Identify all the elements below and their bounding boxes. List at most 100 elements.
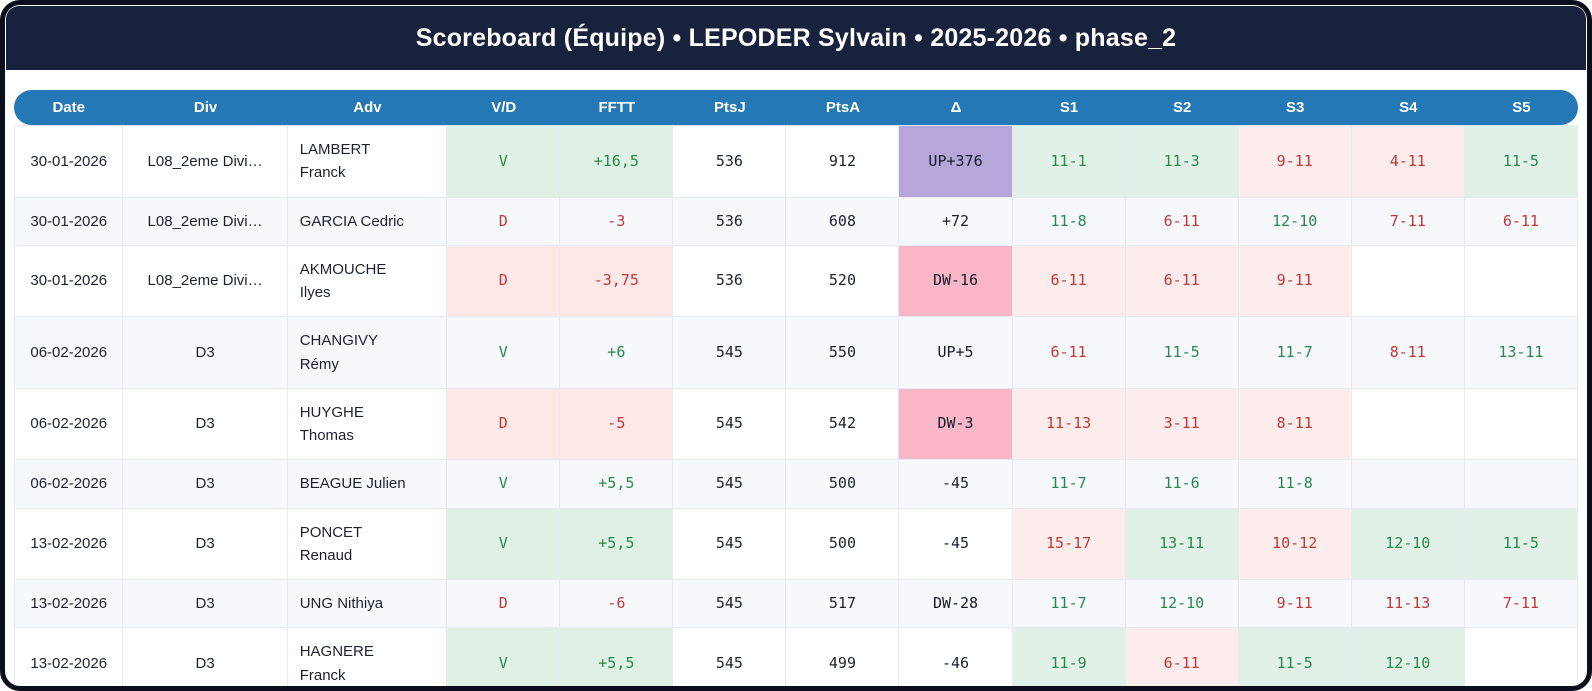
set-score-cell: 13-11 xyxy=(1125,508,1239,580)
fftt-points-cell: -3,75 xyxy=(560,245,674,318)
fftt-points-cell: +5,5 xyxy=(560,628,674,686)
set-score-cell xyxy=(1351,388,1465,461)
set-score-cell: 15-17 xyxy=(1012,508,1126,580)
column-header-division: Div xyxy=(123,90,288,125)
fftt-points-cell: -5 xyxy=(560,388,674,461)
table-header-row: Date Div Adv V/D FFTT PtsJ PtsA Δ S1 S2 … xyxy=(14,90,1578,125)
set-score-cell: 12-10 xyxy=(1125,580,1239,629)
delta-cell: UP+376 xyxy=(899,125,1013,198)
result-cell: V xyxy=(447,460,561,509)
opponent-points-cell: 542 xyxy=(786,388,900,461)
table-row: 13-02-2026 D3 HAGNERE Franck V +5,5 545 499 -46… xyxy=(14,628,1578,686)
date-cell: 13-02-2026 xyxy=(14,580,124,629)
title-bar: Scoreboard (Équipe) • LEPODER Sylvain • … xyxy=(6,6,1586,70)
set-score-cell: 3-11 xyxy=(1125,388,1239,461)
set-score-cell: 9-11 xyxy=(1238,245,1352,318)
set-score-cell: 10-12 xyxy=(1238,508,1352,580)
result-cell: V xyxy=(447,317,561,389)
division-cell: D3 xyxy=(123,388,288,461)
opponent-points-cell: 520 xyxy=(786,245,900,318)
opponent-points-cell: 912 xyxy=(786,125,900,198)
set-score-cell: 11-5 xyxy=(1464,508,1578,580)
set-score-cell xyxy=(1465,628,1578,686)
column-header-date: Date xyxy=(14,90,124,125)
opponent-points-cell: 517 xyxy=(786,580,900,629)
page-title: Scoreboard (Équipe) • LEPODER Sylvain • … xyxy=(415,23,1177,52)
fftt-points-cell: +6 xyxy=(560,317,674,389)
fftt-points-cell: -3 xyxy=(560,197,674,246)
result-cell: V xyxy=(447,508,561,580)
set-score-cell: 9-11 xyxy=(1238,125,1352,198)
division-cell: D3 xyxy=(123,460,288,509)
date-cell: 30-01-2026 xyxy=(14,197,124,246)
delta-cell: DW-3 xyxy=(899,388,1013,461)
table-row: 30-01-2026 L08_2eme Divi… AKMOUCHE Ilyes D -… xyxy=(14,245,1578,318)
opponent-cell: HUYGHE Thomas xyxy=(287,388,448,461)
table-row: 06-02-2026 D3 HUYGHE Thomas D -5 545 542 DW-3 11… xyxy=(14,388,1578,461)
set-score-cell: 6-11 xyxy=(1464,197,1578,246)
player-points-cell: 536 xyxy=(673,125,787,198)
opponent-cell: BEAGUE Julien xyxy=(287,460,448,509)
result-cell: D xyxy=(447,388,561,461)
opponent-points-cell: 608 xyxy=(786,197,900,246)
delta-cell: -45 xyxy=(899,508,1013,580)
table-body: 30-01-2026 L08_2eme Divi… LAMBERT Franck V +… xyxy=(14,125,1578,686)
result-cell: D xyxy=(447,197,561,246)
division-cell: L08_2eme Divi… xyxy=(123,125,288,198)
column-header-s5: S5 xyxy=(1464,90,1578,125)
opponent-cell: LAMBERT Franck xyxy=(287,125,448,198)
set-score-cell: 6-11 xyxy=(1012,245,1126,318)
player-points-cell: 545 xyxy=(673,580,787,629)
set-score-cell: 11-7 xyxy=(1238,317,1352,389)
division-cell: D3 xyxy=(123,580,288,629)
player-points-cell: 536 xyxy=(673,245,787,318)
set-score-cell: 6-11 xyxy=(1125,197,1239,246)
column-header-s2: S2 xyxy=(1125,90,1239,125)
opponent-cell: PONCET Renaud xyxy=(287,508,448,580)
set-score-cell: 11-5 xyxy=(1464,125,1578,198)
player-points-cell: 545 xyxy=(673,460,787,509)
set-score-cell: 11-8 xyxy=(1238,460,1352,509)
table-row: 06-02-2026 D3 BEAGUE Julien V +5,5 545 500 -45 1… xyxy=(14,460,1578,509)
column-header-result: V/D xyxy=(447,90,561,125)
set-score-cell: 11-13 xyxy=(1351,580,1465,629)
column-header-s4: S4 xyxy=(1351,90,1465,125)
delta-cell: -46 xyxy=(899,628,1013,686)
date-cell: 06-02-2026 xyxy=(14,388,124,461)
set-score-cell: 11-7 xyxy=(1012,460,1126,509)
result-cell: V xyxy=(447,125,561,198)
table-row: 06-02-2026 D3 CHANGIVY Rémy V +6 545 550 UP+5 6-… xyxy=(14,317,1578,389)
set-score-cell xyxy=(1351,460,1465,509)
date-cell: 06-02-2026 xyxy=(14,460,124,509)
set-score-cell: 11-5 xyxy=(1238,628,1352,686)
table-row: 30-01-2026 L08_2eme Divi… GARCIA Cedric D -3… xyxy=(14,197,1578,246)
set-score-cell: 11-6 xyxy=(1125,460,1239,509)
fftt-points-cell: +16,5 xyxy=(560,125,674,198)
opponent-points-cell: 550 xyxy=(786,317,900,389)
column-header-s1: S1 xyxy=(1012,90,1126,125)
opponent-cell: AKMOUCHE Ilyes xyxy=(287,245,448,318)
set-score-cell: 7-11 xyxy=(1351,197,1465,246)
opponent-points-cell: 500 xyxy=(786,460,900,509)
table-row: 30-01-2026 L08_2eme Divi… LAMBERT Franck V +… xyxy=(14,125,1578,198)
column-header-ptsa: PtsA xyxy=(786,90,900,125)
column-header-delta: Δ xyxy=(899,90,1013,125)
set-score-cell: 11-5 xyxy=(1125,317,1239,389)
set-score-cell: 12-10 xyxy=(1351,628,1465,686)
player-points-cell: 545 xyxy=(673,317,787,389)
division-cell: L08_2eme Divi… xyxy=(123,197,288,246)
set-score-cell xyxy=(1464,388,1578,461)
opponent-points-cell: 499 xyxy=(786,628,900,686)
opponent-cell: GARCIA Cedric xyxy=(287,197,448,246)
date-cell: 13-02-2026 xyxy=(14,628,124,686)
table-row: 13-02-2026 D3 PONCET Renaud V +5,5 545 500 -45 1… xyxy=(14,508,1578,580)
set-score-cell: 12-10 xyxy=(1351,508,1465,580)
fftt-points-cell: +5,5 xyxy=(560,508,674,580)
result-cell: D xyxy=(447,245,561,318)
set-score-cell: 9-11 xyxy=(1238,580,1352,629)
delta-cell: DW-28 xyxy=(899,580,1013,629)
set-score-cell: 6-11 xyxy=(1012,317,1126,389)
set-score-cell: 11-7 xyxy=(1012,580,1126,629)
fftt-points-cell: +5,5 xyxy=(560,460,674,509)
